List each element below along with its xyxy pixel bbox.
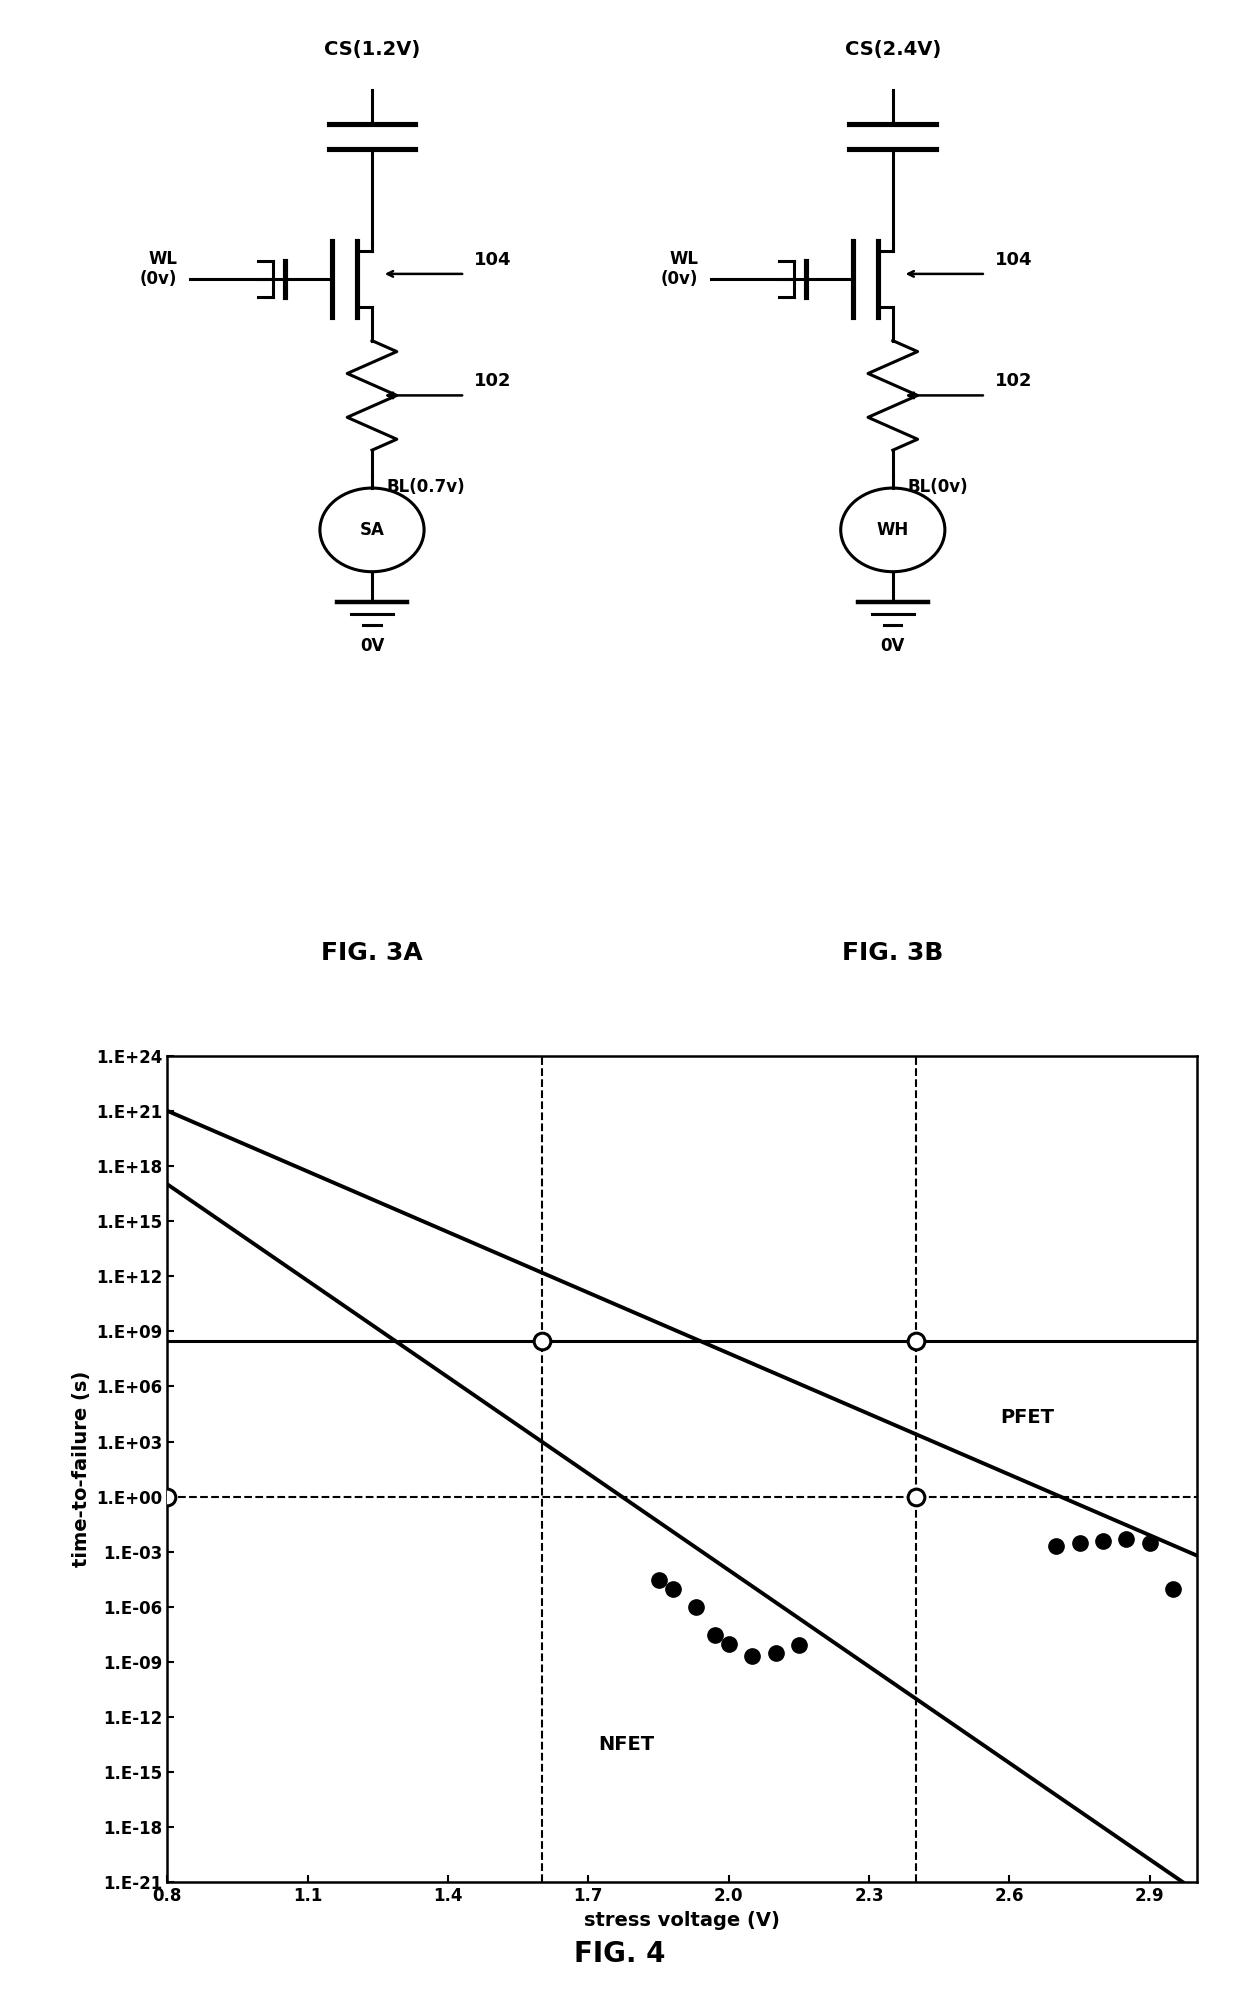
Text: 102: 102: [474, 373, 511, 390]
Text: SA: SA: [360, 520, 384, 540]
Text: PFET: PFET: [1001, 1408, 1054, 1426]
Text: 0V: 0V: [360, 637, 384, 655]
Text: 102: 102: [994, 373, 1032, 390]
Text: FIG. 4: FIG. 4: [574, 1940, 666, 1968]
Y-axis label: time-to-failure (s): time-to-failure (s): [72, 1370, 91, 1568]
Text: WL
(0v): WL (0v): [661, 249, 698, 289]
Text: 0V: 0V: [880, 637, 905, 655]
Text: 104: 104: [994, 251, 1032, 269]
Text: 104: 104: [474, 251, 511, 269]
Text: NFET: NFET: [598, 1735, 653, 1755]
Text: WH: WH: [877, 520, 909, 540]
Text: BL(0v): BL(0v): [908, 478, 968, 496]
Text: FIG. 3A: FIG. 3A: [321, 940, 423, 966]
X-axis label: stress voltage (V): stress voltage (V): [584, 1910, 780, 1930]
Text: WL
(0v): WL (0v): [140, 249, 177, 289]
Text: FIG. 3B: FIG. 3B: [842, 940, 944, 966]
Text: CS(2.4V): CS(2.4V): [844, 40, 941, 60]
Text: BL(0.7v): BL(0.7v): [387, 478, 465, 496]
Text: CS(1.2V): CS(1.2V): [324, 40, 420, 60]
